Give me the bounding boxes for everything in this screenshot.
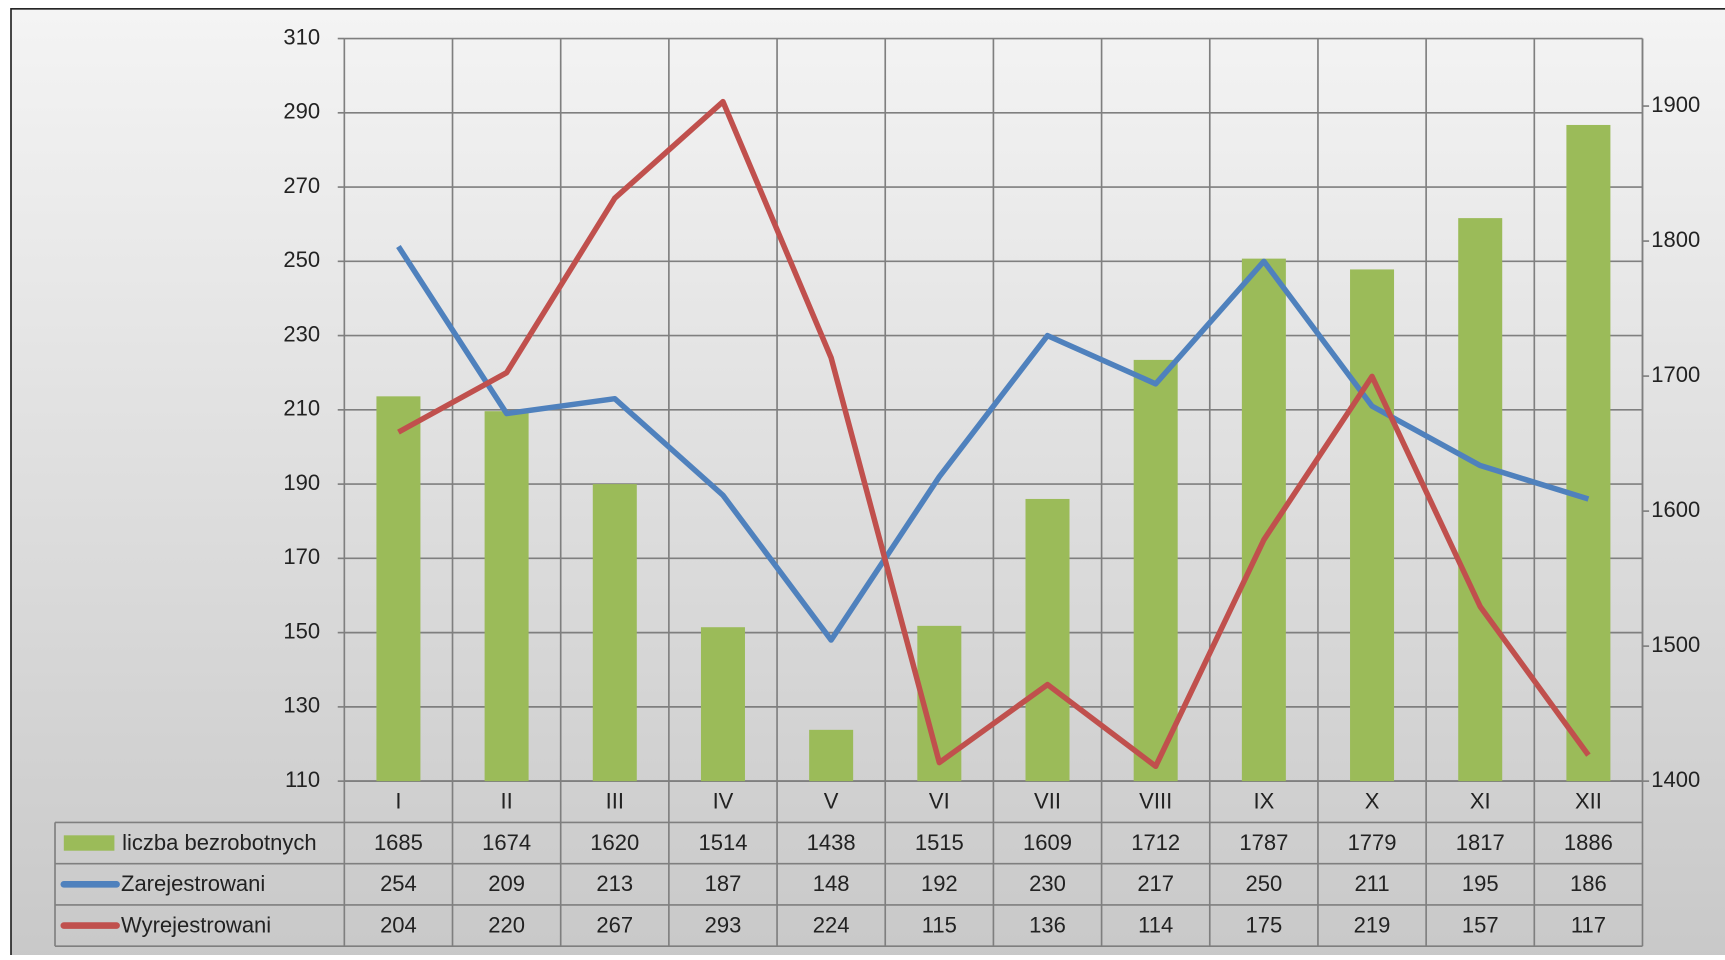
table-value: 217	[1137, 871, 1174, 896]
table-value: 250	[1246, 871, 1283, 896]
y-tick-label: 210	[283, 396, 320, 421]
y-tick-label: 190	[283, 470, 320, 495]
table-value: 220	[488, 912, 525, 937]
x-tick-label: VII	[1034, 789, 1061, 814]
bar	[809, 729, 854, 782]
y-tick-label: 230	[283, 321, 320, 346]
table-value: 1674	[482, 830, 531, 855]
table-value: 1514	[698, 830, 747, 855]
x-tick-label: IX	[1253, 789, 1274, 814]
table-value: 1886	[1564, 830, 1613, 855]
bar	[376, 396, 421, 782]
x-tick-label: VI	[929, 789, 950, 814]
y2-tick-label: 1900	[1651, 92, 1700, 117]
y-tick-label: 170	[283, 544, 320, 569]
table-value: 175	[1246, 912, 1283, 937]
line	[397, 98, 1591, 770]
table-value: 293	[705, 912, 742, 937]
table-value: 267	[596, 912, 633, 937]
table-value: 224	[813, 912, 850, 937]
table-value: 254	[380, 871, 417, 896]
y-tick-label: 250	[283, 247, 320, 272]
table-value: 115	[922, 912, 957, 937]
table-value: 148	[813, 871, 850, 896]
x-tick-label: XII	[1575, 789, 1602, 814]
y-tick-label: 130	[283, 693, 320, 718]
legend-label: Wyrejestrowani	[121, 912, 271, 937]
y2-tick-label: 1400	[1651, 767, 1700, 792]
x-tick-label: X	[1365, 789, 1380, 814]
table-value: 114	[1138, 912, 1173, 937]
x-tick-label: VIII	[1139, 789, 1172, 814]
table-value: 195	[1462, 871, 1499, 896]
table-value: 230	[1029, 871, 1066, 896]
table-value: 1438	[807, 830, 856, 855]
bar	[592, 484, 637, 782]
y-tick-label: 150	[283, 618, 320, 643]
x-tick-label: I	[395, 789, 401, 814]
table-value: 1620	[590, 830, 639, 855]
bar	[1350, 269, 1395, 782]
bar	[484, 411, 529, 782]
x-tick-label: XI	[1470, 789, 1491, 814]
table-value: 1787	[1239, 830, 1288, 855]
bar	[1133, 359, 1178, 782]
y-tick-label: 290	[283, 99, 320, 124]
table-value: 187	[705, 871, 742, 896]
table-value: 219	[1354, 912, 1391, 937]
y2-tick-label: 1500	[1651, 632, 1700, 657]
x-tick-label: II	[500, 789, 512, 814]
y-tick-label: 110	[285, 767, 320, 792]
table-value: 1685	[374, 830, 423, 855]
table-value: 213	[596, 871, 633, 896]
table-value: 211	[1355, 871, 1390, 896]
y2-tick-label: 1600	[1651, 497, 1700, 522]
table-value: 1779	[1348, 830, 1397, 855]
y2-tick-label: 1800	[1651, 227, 1700, 252]
table-value: 209	[488, 871, 525, 896]
y-tick-label: 270	[283, 173, 320, 198]
bar	[1458, 218, 1503, 782]
y-tick-label: 310	[283, 24, 320, 49]
legend-key	[63, 835, 115, 851]
bar	[700, 627, 745, 782]
legend-label: Zarejestrowani	[121, 871, 265, 896]
table-value: 204	[380, 912, 417, 937]
legend-label: liczba bezrobotnych	[122, 830, 316, 855]
x-tick-label: IV	[713, 789, 734, 814]
table-value: 192	[921, 871, 958, 896]
table-value: 1817	[1456, 830, 1505, 855]
bar	[1025, 498, 1070, 782]
x-tick-label: III	[606, 789, 624, 814]
table-value: 136	[1029, 912, 1066, 937]
x-tick-label: V	[824, 789, 839, 814]
table-value: 1712	[1131, 830, 1180, 855]
table-value: 1609	[1023, 830, 1072, 855]
y2-tick-label: 1700	[1651, 362, 1700, 387]
table-value: 1515	[915, 830, 964, 855]
bar	[1566, 124, 1611, 782]
table-value: 186	[1570, 871, 1607, 896]
table-value: 117	[1571, 912, 1606, 937]
table-value: 157	[1462, 912, 1499, 937]
